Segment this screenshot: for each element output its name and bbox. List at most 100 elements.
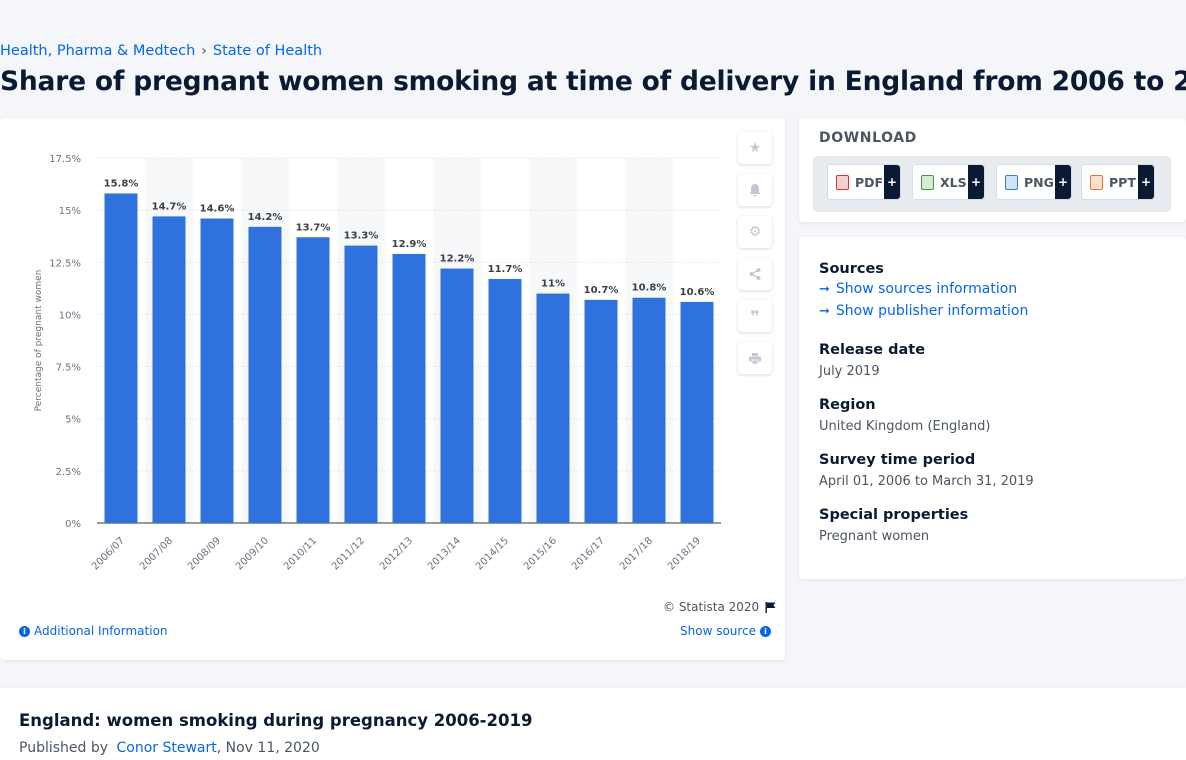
ppt-file-icon: [1090, 174, 1103, 190]
data-label: 11%: [541, 279, 565, 290]
credit-text: © Statista 2020: [663, 600, 760, 614]
y-tick-label: 17.5%: [49, 154, 81, 165]
bar: [104, 193, 138, 523]
data-label: 13.3%: [344, 231, 379, 242]
gear-icon: ⚙: [748, 224, 762, 240]
png-file-icon: [1005, 174, 1018, 190]
special-properties-value: Pregnant women: [819, 529, 930, 544]
share-button[interactable]: [738, 258, 772, 290]
chart-card: 0% 2.5% 5% 7.5% 10% 12.5% 15% 17.5% Percentage o…: [0, 118, 785, 660]
statistic-details-card: Sources ➞ Show sources information ➞ Sho…: [799, 237, 1186, 579]
published-by: Published by Conor Stewart, Nov 11, 2020: [19, 740, 320, 756]
data-label: 14.6%: [200, 203, 235, 214]
bar: [200, 218, 234, 523]
bell-icon: [749, 183, 761, 196]
show-publisher-label: Show publisher information: [835, 303, 1029, 319]
info-icon: i: [760, 625, 772, 637]
bar: [296, 237, 330, 523]
survey-period-value: April 01, 2006 to March 31, 2019: [819, 474, 1034, 489]
description-title: England: women smoking during pregnancy …: [19, 711, 533, 730]
show-source-label: Show source: [680, 624, 757, 638]
y-axis-label: Percentage of pregnant women: [34, 270, 44, 412]
breadcrumb: Health, Pharma & Medtech › State of Heal…: [0, 43, 322, 59]
y-tick-label: 10%: [59, 310, 81, 321]
x-tick-label: 2010/11: [282, 535, 319, 572]
special-properties-heading: Special properties: [819, 507, 969, 523]
x-tick-label: 2011/12: [330, 535, 367, 572]
x-tick-label: 2007/08: [138, 535, 175, 572]
download-xls-label: XLS: [940, 174, 967, 190]
region-heading: Region: [819, 397, 876, 413]
data-label: 13.7%: [296, 222, 331, 233]
data-label: 11.7%: [488, 264, 523, 275]
show-sources-link[interactable]: ➞ Show sources information: [819, 281, 1028, 297]
bar: [344, 245, 378, 523]
info-icon: i: [19, 625, 30, 637]
x-tick-label: 2016/17: [570, 535, 607, 572]
show-sources-label: Show sources information: [835, 281, 1018, 297]
x-tick-label: 2015/16: [522, 535, 559, 572]
flag-icon[interactable]: [765, 601, 776, 613]
show-publisher-link[interactable]: ➞ Show publisher information: [819, 303, 1028, 319]
breadcrumb-link-health[interactable]: Health, Pharma & Medtech: [0, 43, 196, 59]
print-button[interactable]: [738, 342, 772, 374]
y-tick-label: 5%: [65, 415, 81, 426]
release-date-section: Release date July 2019: [819, 342, 925, 379]
additional-information-label: Additional Information: [34, 624, 168, 638]
download-card: DOWNLOAD PDF + XLS + PNG + PPT +: [799, 118, 1186, 222]
breadcrumb-separator: ›: [201, 43, 207, 59]
published-by-label: Published by: [19, 740, 109, 756]
special-properties-section: Special properties Pregnant women: [819, 507, 968, 544]
bar-chart: 0% 2.5% 5% 7.5% 10% 12.5% 15% 17.5% Percentage o…: [34, 154, 721, 572]
x-tick-label: 2013/14: [426, 535, 463, 572]
x-tick-label: 2014/15: [474, 535, 511, 572]
region-section: Region United Kingdom (England): [819, 397, 990, 434]
release-date-value: July 2019: [819, 364, 880, 379]
show-source-link[interactable]: Show source i: [680, 624, 772, 638]
bar: [440, 268, 474, 523]
bar: [392, 253, 426, 523]
arrow-right-icon: ➞: [819, 303, 830, 319]
bar: [488, 278, 522, 523]
survey-period-section: Survey time period April 01, 2006 to Mar…: [819, 452, 1034, 489]
statista-credit: © Statista 2020: [663, 600, 776, 614]
plus-icon: +: [1138, 165, 1154, 199]
bar: [584, 299, 618, 523]
download-ppt-button[interactable]: PPT +: [1081, 164, 1155, 200]
description-card: England: women smoking during pregnancy …: [0, 688, 1186, 760]
bar: [632, 297, 666, 523]
download-png-button[interactable]: PNG +: [996, 164, 1072, 200]
favorite-button[interactable]: ★: [738, 132, 772, 164]
download-bar: PDF + XLS + PNG + PPT +: [813, 156, 1171, 212]
additional-information-link[interactable]: i Additional Information: [19, 624, 168, 638]
star-icon: ★: [748, 140, 762, 156]
y-tick-label: 12.5%: [49, 258, 81, 269]
x-tick-label: 2012/13: [378, 535, 415, 572]
settings-button[interactable]: ⚙: [738, 216, 772, 248]
data-label: 14.7%: [152, 201, 187, 212]
download-pdf-label: PDF: [855, 174, 884, 190]
publish-date: , Nov 11, 2020: [216, 740, 320, 756]
x-tick-label: 2018/19: [666, 535, 703, 572]
notification-button[interactable]: [738, 174, 772, 206]
bar: [248, 226, 282, 523]
print-icon: [749, 352, 761, 364]
download-png-label: PNG: [1024, 174, 1054, 190]
x-tick-label: 2008/09: [186, 535, 223, 572]
y-tick-label: 0%: [65, 519, 81, 530]
survey-period-heading: Survey time period: [819, 452, 976, 468]
bar: [152, 216, 186, 523]
data-label: 10.8%: [632, 283, 667, 294]
author-link[interactable]: Conor Stewart: [116, 740, 217, 756]
data-label: 12.2%: [440, 254, 475, 265]
release-date-heading: Release date: [819, 342, 926, 358]
download-pdf-button[interactable]: PDF +: [827, 164, 901, 200]
cite-button[interactable]: ❞: [738, 300, 772, 332]
download-xls-button[interactable]: XLS +: [912, 164, 985, 200]
data-label: 15.8%: [104, 178, 139, 189]
data-label: 10.7%: [584, 285, 619, 296]
chart-tools: ★ ⚙ ❞: [738, 132, 772, 374]
x-tick-label: 2006/07: [90, 535, 127, 572]
breadcrumb-link-state-of-health[interactable]: State of Health: [212, 43, 323, 59]
bar: [536, 293, 570, 523]
